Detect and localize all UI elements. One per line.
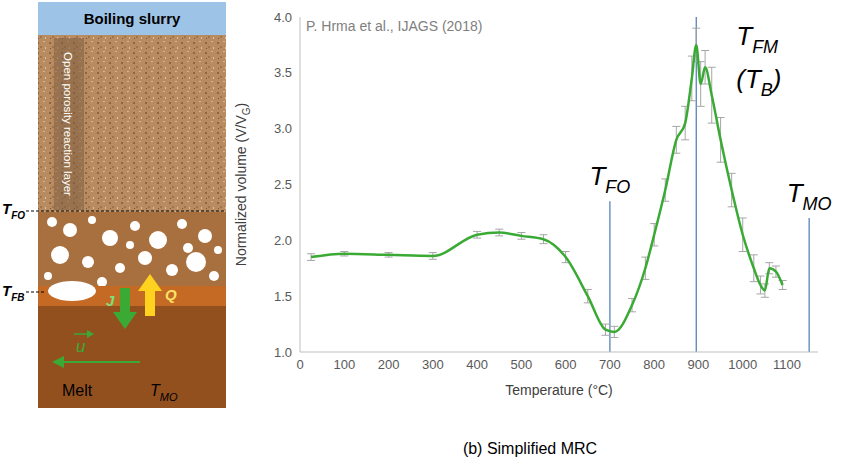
svg-text:2.0: 2.0: [274, 233, 292, 248]
svg-text:100: 100: [333, 357, 355, 372]
svg-text:1100: 1100: [773, 357, 801, 372]
svg-text:300: 300: [422, 357, 444, 372]
svg-text:200: 200: [378, 357, 400, 372]
svg-text:900: 900: [688, 357, 710, 372]
svg-text:TFO: TFO: [589, 161, 630, 197]
svg-text:J: J: [106, 292, 115, 309]
svg-text:Open porosity reaction layer: Open porosity reaction layer: [62, 52, 74, 196]
svg-text:u: u: [76, 337, 86, 356]
svg-text:P. Hrma et al., IJAGS (2018): P. Hrma et al., IJAGS (2018): [306, 18, 482, 34]
svg-text:400: 400: [466, 357, 488, 372]
svg-text:1000: 1000: [728, 357, 757, 372]
svg-text:1.0: 1.0: [274, 345, 292, 360]
svg-text:Normalized volume (V/VG): Normalized volume (V/VG): [233, 103, 252, 266]
svg-text:Melt: Melt: [62, 382, 93, 399]
svg-text:600: 600: [555, 357, 577, 372]
svg-text:Q: Q: [165, 286, 177, 303]
svg-text:TMO: TMO: [150, 382, 178, 403]
svg-text:(TB): (TB): [736, 64, 781, 100]
svg-text:3.5: 3.5: [274, 65, 292, 80]
svg-text:3.0: 3.0: [274, 121, 292, 136]
svg-text:800: 800: [643, 357, 665, 372]
svg-text:Temperature (°C): Temperature (°C): [505, 382, 613, 398]
svg-text:TMO: TMO: [787, 178, 832, 214]
svg-text:TFB: TFB: [2, 282, 25, 303]
svg-text:Boiling slurry: Boiling slurry: [84, 10, 181, 27]
svg-text:1.5: 1.5: [274, 289, 292, 304]
svg-text:0: 0: [296, 357, 303, 372]
svg-text:2.5: 2.5: [274, 177, 292, 192]
svg-text:700: 700: [599, 357, 621, 372]
svg-text:TFM: TFM: [736, 21, 778, 57]
svg-text:TFO: TFO: [2, 200, 25, 221]
svg-text:500: 500: [511, 357, 533, 372]
svg-text:4.0: 4.0: [274, 10, 292, 25]
html-text:(b) Simplified MRC: (b) Simplified MRC: [462, 440, 598, 457]
